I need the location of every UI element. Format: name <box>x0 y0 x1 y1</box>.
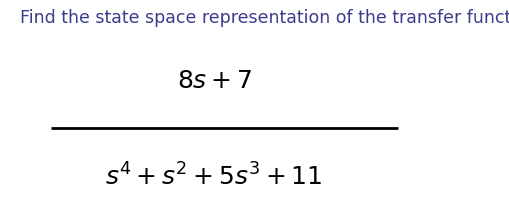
Text: $s^{4}+s^{2}+5s^{3}+11$: $s^{4}+s^{2}+5s^{3}+11$ <box>105 163 322 190</box>
Text: $8s+7$: $8s+7$ <box>176 69 251 93</box>
Text: Find the state space representation of the transfer function: Find the state space representation of t… <box>20 9 509 27</box>
